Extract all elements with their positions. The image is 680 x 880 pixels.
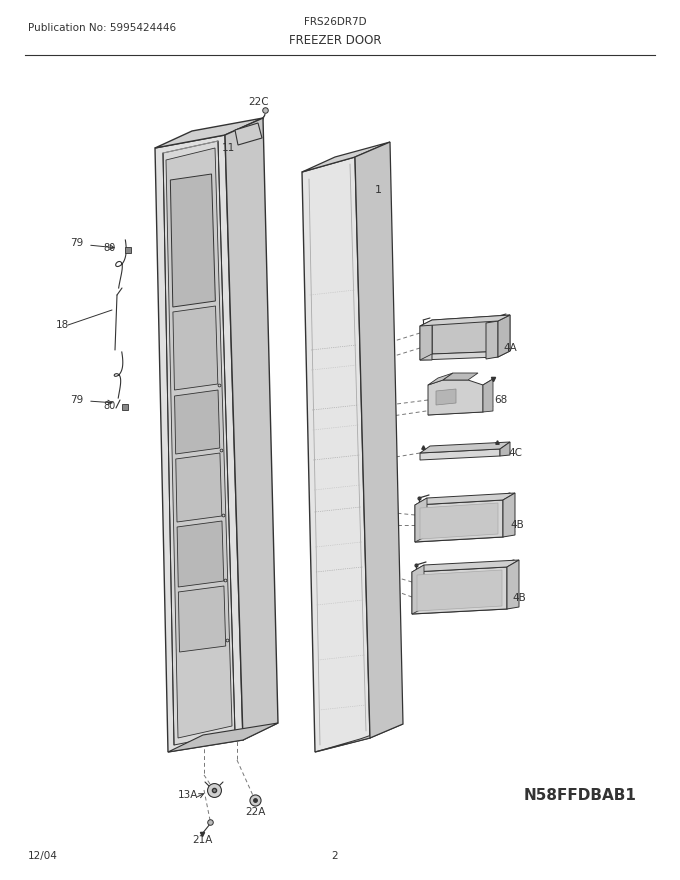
Polygon shape xyxy=(177,521,224,587)
Polygon shape xyxy=(486,321,498,359)
Text: 80: 80 xyxy=(103,243,115,253)
Polygon shape xyxy=(173,306,218,390)
Polygon shape xyxy=(417,570,502,611)
Text: 80: 80 xyxy=(103,401,115,411)
Text: 1: 1 xyxy=(375,185,382,195)
Polygon shape xyxy=(415,498,427,542)
Polygon shape xyxy=(163,141,235,745)
Polygon shape xyxy=(436,389,456,405)
Polygon shape xyxy=(412,567,507,614)
Polygon shape xyxy=(415,493,515,505)
Polygon shape xyxy=(420,320,432,360)
Text: FREEZER DOOR: FREEZER DOOR xyxy=(289,33,381,47)
Polygon shape xyxy=(428,373,453,385)
Text: 13A: 13A xyxy=(178,790,199,800)
Text: 2: 2 xyxy=(332,851,339,861)
Polygon shape xyxy=(483,379,493,412)
Polygon shape xyxy=(168,723,278,752)
Text: N58FFDBAB1: N58FFDBAB1 xyxy=(524,788,636,803)
Polygon shape xyxy=(235,123,262,145)
Polygon shape xyxy=(355,142,403,738)
Polygon shape xyxy=(498,315,510,357)
Polygon shape xyxy=(500,442,510,456)
Polygon shape xyxy=(225,118,278,740)
Text: 4B: 4B xyxy=(510,520,524,530)
Polygon shape xyxy=(415,531,515,542)
Text: 79: 79 xyxy=(70,238,83,248)
Text: FRS26DR7D: FRS26DR7D xyxy=(304,17,367,27)
Text: 79: 79 xyxy=(70,395,83,405)
Polygon shape xyxy=(420,323,432,360)
Polygon shape xyxy=(420,449,500,460)
Polygon shape xyxy=(507,560,519,609)
Polygon shape xyxy=(178,586,226,652)
Text: 22C: 22C xyxy=(248,97,269,107)
Text: 4C: 4C xyxy=(508,448,522,458)
Polygon shape xyxy=(315,724,403,752)
Text: 22A: 22A xyxy=(245,807,265,817)
Polygon shape xyxy=(428,380,483,415)
Polygon shape xyxy=(175,453,222,522)
Text: 11: 11 xyxy=(222,143,235,153)
Text: 18: 18 xyxy=(56,320,69,330)
Polygon shape xyxy=(420,351,510,360)
Polygon shape xyxy=(175,390,220,454)
Polygon shape xyxy=(443,373,478,380)
Polygon shape xyxy=(415,500,503,542)
Text: 4A: 4A xyxy=(503,343,517,353)
Text: 68: 68 xyxy=(494,395,507,405)
Polygon shape xyxy=(420,503,498,539)
Text: 21A: 21A xyxy=(192,835,212,845)
Polygon shape xyxy=(171,174,216,307)
Polygon shape xyxy=(420,442,510,453)
Polygon shape xyxy=(428,406,493,415)
Polygon shape xyxy=(432,315,510,354)
Text: Publication No: 5995424446: Publication No: 5995424446 xyxy=(28,23,176,33)
Polygon shape xyxy=(302,157,370,752)
Polygon shape xyxy=(420,315,510,326)
Polygon shape xyxy=(503,493,515,537)
Polygon shape xyxy=(412,560,519,572)
Text: 4B: 4B xyxy=(512,593,526,603)
Polygon shape xyxy=(166,148,232,738)
Polygon shape xyxy=(155,118,263,148)
Polygon shape xyxy=(302,142,390,172)
Polygon shape xyxy=(155,135,243,752)
Text: 12/04: 12/04 xyxy=(28,851,58,861)
Polygon shape xyxy=(412,603,519,614)
Polygon shape xyxy=(412,565,424,614)
